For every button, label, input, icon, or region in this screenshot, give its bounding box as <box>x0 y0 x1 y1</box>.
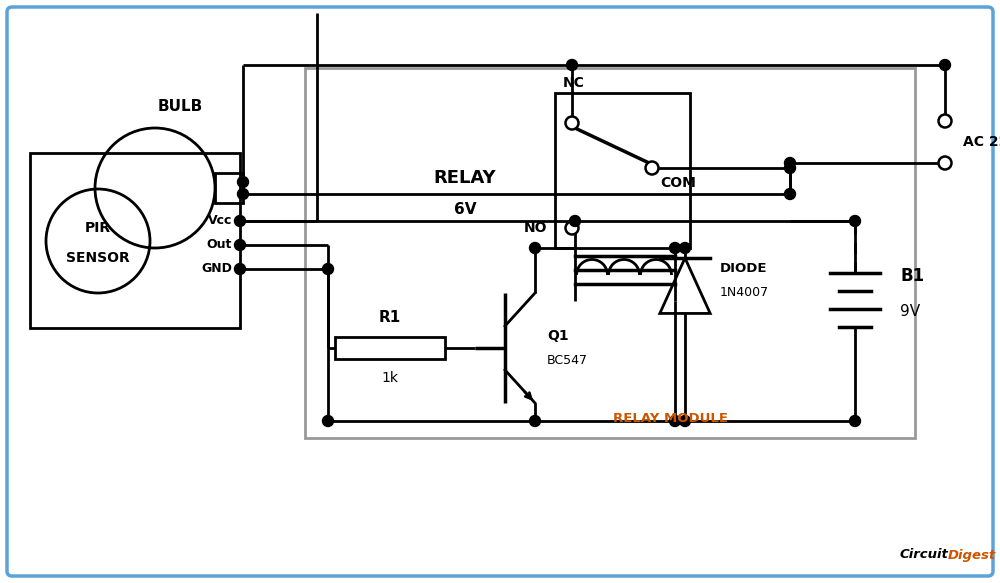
Text: RELAY: RELAY <box>434 169 496 187</box>
Text: SENSOR: SENSOR <box>66 251 130 265</box>
Text: COM: COM <box>660 176 696 190</box>
Bar <box>305 68 915 438</box>
Text: 9V: 9V <box>900 304 920 318</box>
Circle shape <box>938 114 952 128</box>
Bar <box>30 153 240 328</box>
Text: DIODE: DIODE <box>720 262 767 275</box>
Text: Circuit: Circuit <box>899 549 948 561</box>
Text: GND: GND <box>201 262 232 276</box>
Text: 6V: 6V <box>454 202 476 217</box>
Text: PIR: PIR <box>85 221 111 235</box>
Circle shape <box>566 59 578 71</box>
Circle shape <box>784 157 796 168</box>
Text: BC547: BC547 <box>547 353 588 367</box>
Text: NO: NO <box>524 221 547 235</box>
Circle shape <box>670 243 680 254</box>
Bar <box>215 173 243 203</box>
Circle shape <box>680 416 690 427</box>
Text: 1N4007: 1N4007 <box>720 286 769 300</box>
Text: Q1: Q1 <box>547 329 569 343</box>
Text: BULB: BULB <box>157 99 203 114</box>
Text: Out: Out <box>207 238 232 251</box>
Text: 1k: 1k <box>382 371 399 385</box>
Circle shape <box>234 240 246 251</box>
Bar <box>335 337 445 359</box>
Circle shape <box>670 416 680 427</box>
Circle shape <box>784 163 796 174</box>
Circle shape <box>530 416 540 427</box>
Text: NC: NC <box>563 76 585 90</box>
Circle shape <box>566 222 578 234</box>
Circle shape <box>680 243 690 254</box>
Circle shape <box>530 243 540 254</box>
Circle shape <box>238 177 248 188</box>
Circle shape <box>570 216 580 227</box>
Circle shape <box>938 156 952 170</box>
Text: AC 220V: AC 220V <box>963 135 1000 149</box>
Text: RELAY MODULE: RELAY MODULE <box>613 412 728 424</box>
Circle shape <box>234 216 246 227</box>
Circle shape <box>566 117 578 129</box>
Circle shape <box>784 188 796 199</box>
Circle shape <box>238 188 248 199</box>
Circle shape <box>234 264 246 275</box>
Circle shape <box>322 264 334 275</box>
Circle shape <box>939 59 950 71</box>
Text: R1: R1 <box>379 311 401 325</box>
FancyBboxPatch shape <box>7 7 993 576</box>
Circle shape <box>646 161 658 174</box>
Text: Digest: Digest <box>948 549 996 561</box>
Circle shape <box>850 416 861 427</box>
Text: B1: B1 <box>900 267 924 285</box>
Circle shape <box>322 416 334 427</box>
Bar <box>555 93 690 248</box>
Circle shape <box>850 216 861 227</box>
Text: Vcc: Vcc <box>208 215 232 227</box>
